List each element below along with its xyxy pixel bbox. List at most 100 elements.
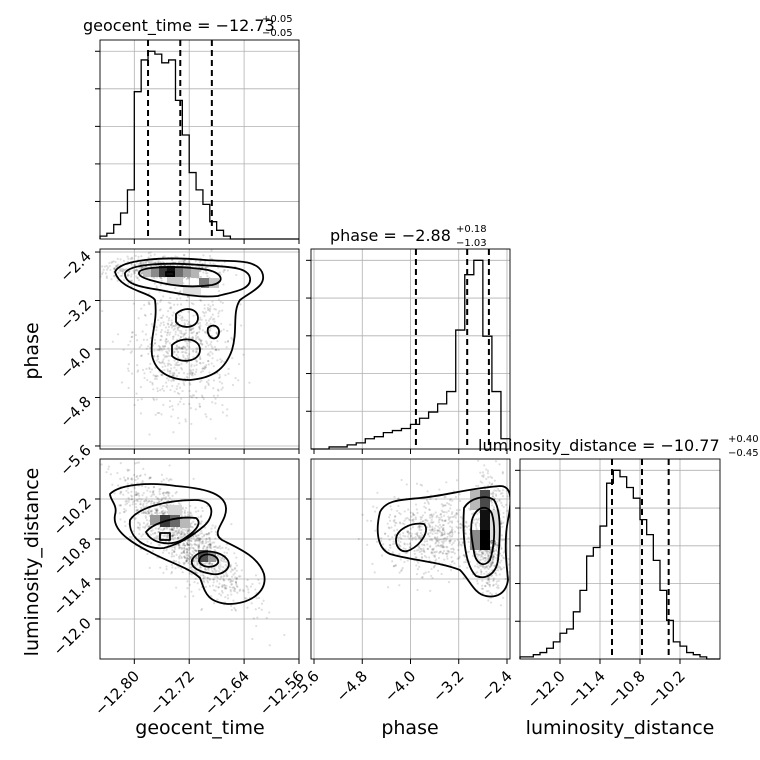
sample-point	[205, 533, 208, 536]
sample-point	[157, 527, 161, 530]
sample-point	[225, 414, 228, 417]
sample-point	[165, 527, 168, 530]
sample-point	[180, 532, 183, 535]
sample-point	[153, 264, 156, 267]
sample-point	[451, 533, 454, 536]
sample-point	[207, 543, 211, 546]
sample-point	[178, 547, 181, 550]
sample-point	[178, 422, 181, 425]
sample-point	[499, 522, 503, 526]
sample-point	[433, 565, 436, 568]
sample-point	[439, 534, 443, 537]
sample-point	[222, 283, 225, 286]
sample-point	[435, 550, 438, 553]
sample-point	[156, 355, 159, 358]
sample-point	[192, 394, 196, 397]
sample-point	[222, 560, 226, 563]
sample-point	[170, 367, 173, 370]
sample-point	[165, 350, 168, 353]
sample-point	[159, 330, 163, 334]
sample-point	[149, 380, 152, 384]
sample-point	[178, 363, 181, 367]
sample-point	[399, 545, 402, 548]
sample-point	[181, 546, 184, 549]
sample-point	[445, 537, 448, 540]
sample-point	[135, 392, 138, 395]
sample-point	[119, 504, 123, 507]
sample-point	[175, 529, 178, 533]
sample-point	[481, 566, 485, 569]
hist-panel-phase	[306, 248, 511, 454]
sample-point	[436, 514, 439, 517]
sample-point	[441, 510, 445, 514]
sample-point	[501, 525, 504, 528]
sample-point	[147, 252, 150, 255]
sample-point	[207, 540, 210, 543]
sample-point	[130, 350, 133, 353]
sample-point	[493, 550, 496, 553]
sample-point	[221, 411, 224, 414]
sample-point	[447, 515, 450, 518]
sample-point	[226, 597, 230, 600]
sample-point	[180, 530, 184, 533]
sample-point	[398, 544, 401, 547]
sample-point	[506, 509, 509, 512]
sample-point	[119, 269, 122, 272]
sample-point	[235, 583, 238, 586]
sample-point	[148, 433, 151, 436]
contour-island-3	[171, 338, 201, 362]
sample-point	[478, 510, 481, 514]
sample-point	[121, 268, 124, 271]
sample-point	[134, 518, 137, 521]
sample-point	[119, 491, 122, 494]
sample-point	[205, 340, 208, 343]
sample-point	[478, 564, 481, 567]
sample-point	[375, 506, 378, 509]
sample-point	[467, 540, 470, 544]
sample-point	[492, 577, 495, 580]
sample-point	[246, 606, 249, 609]
sample-point	[190, 522, 193, 525]
sample-point	[209, 305, 212, 308]
sample-point	[490, 483, 494, 486]
svg-text:phase = −2.88: phase = −2.88	[330, 226, 451, 245]
sample-point	[128, 498, 131, 501]
sample-point	[418, 550, 421, 554]
sample-point	[162, 549, 166, 552]
sample-point	[136, 477, 140, 480]
sample-point	[398, 511, 401, 515]
sample-point	[186, 261, 189, 264]
sample-point	[191, 349, 195, 352]
sample-point	[170, 563, 173, 567]
sample-point	[152, 397, 155, 400]
sample-point	[174, 531, 177, 534]
sample-point	[181, 506, 185, 509]
sample-point	[482, 474, 485, 477]
sample-point	[195, 336, 198, 339]
sample-point	[91, 272, 93, 274]
sample-point	[179, 347, 183, 350]
sample-point	[130, 372, 134, 375]
sample-point	[187, 538, 190, 541]
sample-point	[414, 536, 417, 539]
sample-point	[218, 544, 221, 548]
sample-point	[186, 295, 189, 298]
sample-point	[126, 367, 130, 370]
sample-point	[173, 359, 176, 362]
sample-point	[502, 505, 505, 509]
sample-point	[218, 380, 221, 383]
sample-point	[374, 529, 377, 532]
sample-point	[178, 554, 182, 557]
sample-point	[406, 559, 409, 562]
sample-point	[191, 372, 194, 376]
sample-point	[437, 556, 441, 560]
sample-point	[234, 562, 237, 565]
sample-point	[123, 508, 126, 511]
sample-point	[444, 519, 447, 522]
sample-point	[214, 589, 217, 592]
sample-point	[169, 370, 172, 373]
sample-point	[183, 544, 187, 547]
sample-point	[155, 513, 159, 516]
sample-point	[215, 332, 219, 336]
axes-frame	[99, 39, 300, 240]
